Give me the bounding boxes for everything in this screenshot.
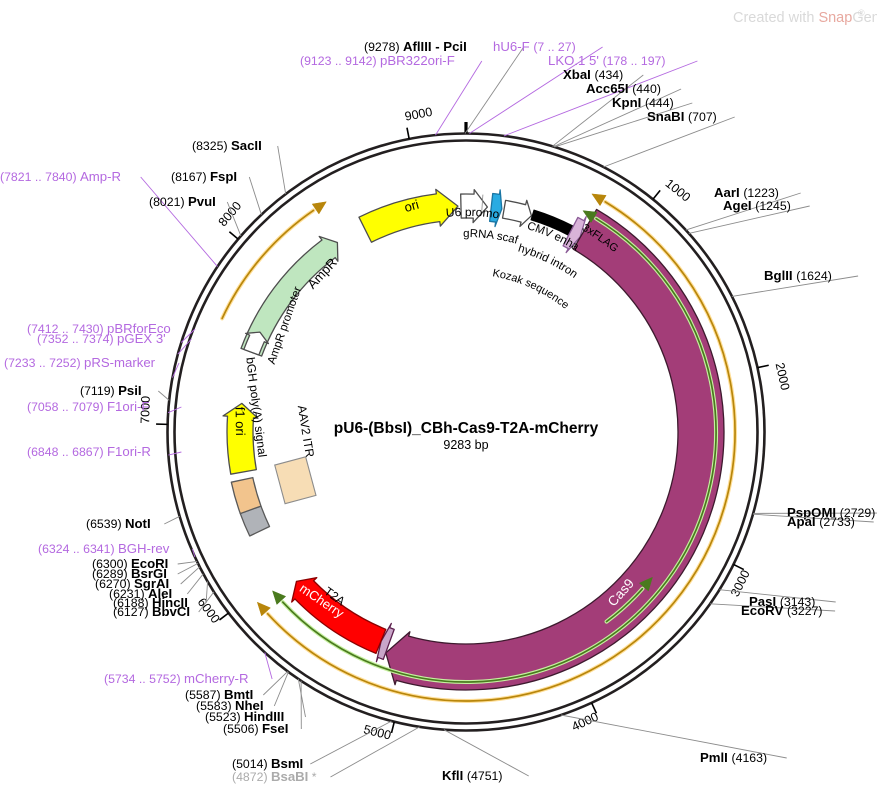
svg-text:KflI (4751): KflI (4751) (442, 768, 502, 783)
svg-text:1000: 1000 (663, 176, 693, 204)
svg-text:pU6-(BbsI)_CBh-Cas9-T2A-mCherr: pU6-(BbsI)_CBh-Cas9-T2A-mCherry (334, 420, 599, 437)
svg-text:LKO.1 5' (178 .. 197): LKO.1 5' (178 .. 197) (548, 53, 665, 68)
svg-text:f1 ori: f1 ori (233, 407, 248, 436)
svg-text:PmlI (4163): PmlI (4163) (700, 750, 767, 765)
svg-text:Created with SnapGene: Created with SnapGene (733, 10, 877, 26)
svg-text:(7058 .. 7079) F1ori-F: (7058 .. 7079) F1ori-F (27, 399, 150, 414)
svg-text:AAV2 ITR: AAV2 ITR (295, 404, 317, 458)
svg-text:9000: 9000 (404, 105, 434, 124)
svg-text:(8325) SacII: (8325) SacII (192, 138, 262, 153)
svg-text:(8167) FspI: (8167) FspI (171, 169, 237, 184)
svg-text:Kozak sequence: Kozak sequence (492, 267, 572, 311)
svg-text:AgeI (1245): AgeI (1245) (723, 198, 791, 213)
svg-text:KpnI (444): KpnI (444) (612, 95, 674, 110)
svg-text:SnaBI (707): SnaBI (707) (647, 109, 717, 124)
svg-text:®: ® (858, 8, 865, 18)
svg-text:(7233 .. 7252) pRS-marker: (7233 .. 7252) pRS-marker (4, 355, 156, 370)
svg-text:hU6-F (7 .. 27): hU6-F (7 .. 27) (493, 39, 576, 54)
svg-text:(6539) NotI: (6539) NotI (86, 516, 151, 531)
svg-text:8000: 8000 (216, 199, 245, 229)
svg-text:(5587) BmtI: (5587) BmtI (185, 687, 253, 702)
svg-text:EcoRV (3227): EcoRV (3227) (741, 603, 823, 618)
svg-text:Acc65I (440): Acc65I (440) (586, 81, 661, 96)
svg-text:5000: 5000 (362, 722, 392, 742)
svg-text:BglII (1624): BglII (1624) (764, 268, 832, 283)
svg-text:(7119) PsiI: (7119) PsiI (80, 383, 142, 398)
svg-text:ApaI (2733): ApaI (2733) (787, 514, 855, 529)
svg-text:(7821 .. 7840) Amp-R: (7821 .. 7840) Amp-R (0, 169, 121, 184)
svg-text:(8021) PvuI: (8021) PvuI (149, 194, 216, 209)
svg-text:XbaI (434): XbaI (434) (563, 67, 623, 82)
svg-text:(9123 .. 9142) pBR322ori-F: (9123 .. 9142) pBR322ori-F (300, 53, 455, 68)
svg-text:(6848 .. 6867) F1ori-R: (6848 .. 6867) F1ori-R (27, 444, 151, 459)
svg-text:(5734 .. 5752) mCherry-R: (5734 .. 5752) mCherry-R (104, 671, 248, 686)
svg-text:(9278) AflIII - PciI: (9278) AflIII - PciI (364, 39, 467, 54)
svg-text:2000: 2000 (773, 361, 793, 391)
svg-text:9283 bp: 9283 bp (443, 438, 488, 452)
svg-text:(7412 .. 7430) pBRforEco: (7412 .. 7430) pBRforEco (27, 321, 171, 336)
svg-text:(6300) EcoRI: (6300) EcoRI (92, 556, 168, 571)
svg-text:(6324 .. 6341) BGH-rev: (6324 .. 6341) BGH-rev (38, 541, 170, 556)
svg-text:(4872) BsaBI *: (4872) BsaBI * (232, 769, 317, 784)
